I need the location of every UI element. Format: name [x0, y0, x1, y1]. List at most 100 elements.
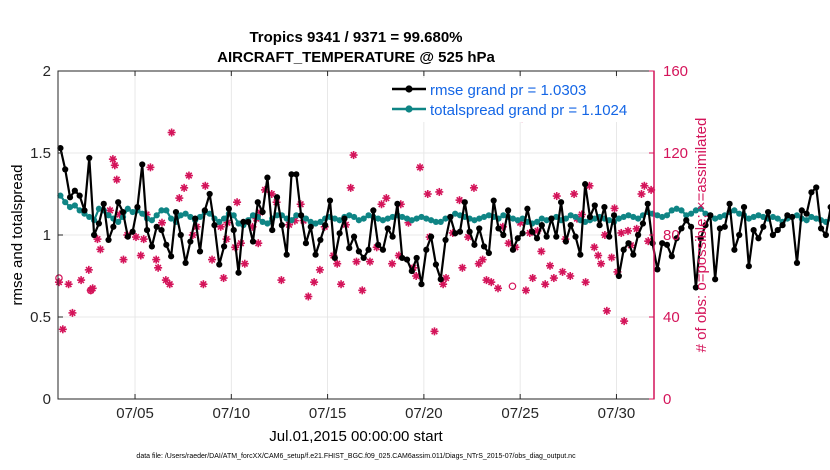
rmse-point — [808, 189, 815, 196]
rmse-point — [172, 208, 180, 216]
rmse-point — [365, 246, 372, 253]
rmse-point — [736, 231, 743, 239]
rmse-point — [533, 235, 541, 242]
obs-assimilated-marker — [358, 286, 367, 295]
rmse-point — [635, 231, 642, 239]
rmse-point — [716, 225, 724, 232]
rmse-point — [822, 231, 829, 239]
rmse-point — [336, 230, 343, 237]
totalspread-point — [57, 192, 64, 199]
rmse-point — [86, 154, 93, 162]
rmse-point — [509, 246, 517, 253]
obs-assimilated-marker — [131, 233, 140, 242]
rmse-point — [803, 210, 810, 217]
obs-assimilated-marker — [382, 194, 391, 203]
rmse-point — [81, 207, 88, 214]
y2-tick-label: 160 — [663, 63, 688, 80]
totalspread-point — [307, 218, 314, 225]
rmse-point — [591, 202, 598, 209]
totalspread-point — [312, 220, 319, 227]
rmse-point — [192, 215, 199, 222]
rmse-point — [663, 241, 671, 248]
rmse-point — [582, 181, 589, 188]
obs-assimilated-marker — [617, 228, 626, 237]
x-tick-label: 07/15 — [309, 405, 347, 422]
legend-spread-label: totalspread grand pr = 1.1024 — [430, 102, 627, 119]
obs-possible-marker — [86, 286, 95, 295]
totalspread-point — [630, 213, 637, 221]
rmse-point — [245, 218, 252, 225]
rmse-point — [644, 200, 651, 207]
totalspread-point — [428, 217, 435, 224]
obs-assimilated-marker — [435, 187, 444, 196]
totalspread-point — [413, 215, 420, 222]
rmse-point — [760, 223, 767, 230]
totalspread-point — [514, 217, 521, 224]
obs-assimilated-marker — [566, 272, 575, 280]
obs-assimilated-marker — [597, 259, 606, 268]
rmse-point — [230, 226, 237, 234]
totalspread-point — [423, 215, 430, 222]
totalspread-point — [115, 218, 122, 225]
rmse-point — [370, 207, 377, 214]
totalspread-point — [158, 207, 165, 214]
obs-assimilated-marker — [416, 163, 425, 172]
totalspread-point — [437, 218, 444, 225]
totalspread-point — [668, 207, 675, 214]
totalspread-point — [66, 204, 74, 211]
x-tick-label: 07/30 — [598, 405, 636, 422]
totalspread-point — [62, 199, 69, 206]
totalspread-point — [288, 217, 295, 224]
rmse-point — [298, 212, 305, 219]
rmse-point — [177, 231, 184, 239]
rmse-point — [269, 226, 276, 234]
rmse-point — [678, 225, 685, 232]
obs-assimilated-marker — [337, 280, 346, 289]
y-tick-label: 1 — [43, 227, 51, 244]
totalspread-point — [485, 212, 492, 219]
rmse-point — [485, 249, 492, 257]
obs-assimilated-marker — [365, 257, 374, 266]
totalspread-point — [793, 212, 801, 219]
rmse-point — [206, 190, 213, 198]
totalspread-point — [567, 212, 574, 219]
obs-assimilated-marker — [108, 155, 117, 164]
totalspread-point — [673, 205, 680, 212]
x-tick-label: 07/25 — [501, 405, 539, 422]
totalspread-point — [317, 218, 324, 225]
obs-assimilated-marker — [84, 265, 93, 274]
rmse-point — [95, 220, 103, 227]
obs-assimilated-marker — [352, 257, 361, 266]
totalspread-point — [591, 215, 598, 222]
rmse-point — [610, 212, 618, 219]
rmse-point — [249, 238, 257, 245]
obs-assimilated-marker — [423, 190, 432, 198]
x-tick-label: 07/05 — [116, 405, 154, 422]
x-tick-label: 07/20 — [405, 405, 443, 422]
totalspread-point — [538, 215, 545, 222]
rmse-point — [360, 254, 367, 262]
obs-assimilated-marker — [180, 183, 189, 192]
obs-assimilated-marker — [68, 308, 77, 317]
rmse-point — [129, 228, 136, 235]
rmse-point — [168, 253, 175, 260]
obs-assimilated-marker — [610, 204, 619, 213]
rmse-point — [312, 251, 319, 258]
rmse-point — [514, 235, 521, 242]
rmse-point — [143, 226, 151, 234]
obs-assimilated-marker — [333, 259, 342, 268]
y2-tick-label: 80 — [663, 227, 680, 244]
rmse-point — [331, 254, 338, 262]
totalspread-point — [712, 215, 719, 222]
obs-assimilated-marker — [537, 247, 546, 256]
rmse-point — [326, 197, 334, 204]
totalspread-point — [683, 212, 690, 219]
obs-assimilated-marker — [219, 274, 228, 283]
rmse-point — [769, 231, 777, 239]
rmse-point — [557, 199, 565, 206]
totalspread-point — [71, 202, 78, 209]
rmse-point — [91, 231, 98, 239]
totalspread-point — [365, 212, 372, 219]
rmse-point — [456, 228, 464, 235]
